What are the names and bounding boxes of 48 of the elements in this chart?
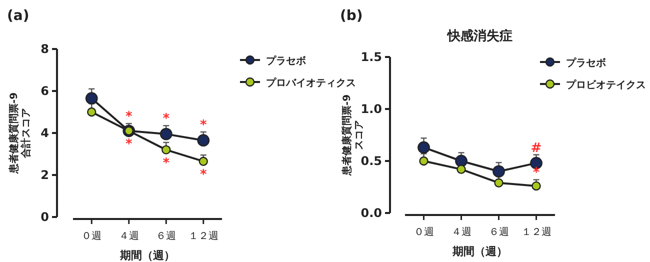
legend-label: プロビオテイクス [566,79,646,91]
text: (a) [7,8,30,24]
y-tick-label: 4 [40,126,49,140]
y-tick-label: 6 [40,84,49,98]
annotation: * [200,167,207,182]
x-tick-label: １２週 [521,227,552,238]
x-tick-label: ０週 [82,231,102,242]
annotation: * [532,166,540,181]
x-tick-label: ４週 [118,231,139,242]
text: (b) [340,8,363,24]
y-tick-label: 0.0 [360,206,382,220]
legend-label: プラセボ [266,55,306,67]
x-tick-label: ６週 [488,227,509,238]
x-tick-label: ６週 [156,231,176,242]
point [419,156,428,166]
x-axis-title: 期間（週） [452,245,508,258]
point [532,181,541,191]
x-tick-label: ４週 [451,227,472,238]
legend-label: プラセボ [566,57,606,69]
annotation: * [125,136,132,152]
point [418,141,430,154]
annotation: * [200,118,207,133]
annotation: # [530,140,542,156]
chart-title: 快感消失症 [446,28,512,44]
x-tick-label: ０週 [414,227,434,238]
y-tick-label: 8 [40,42,49,56]
annotation: * [162,112,170,127]
point [85,92,98,105]
y-tick-label: 0.5 [360,154,382,168]
point [198,156,208,166]
point [456,164,466,174]
point [455,154,468,168]
point [197,134,210,147]
y-tick-label: 1.5 [360,50,382,64]
annotation: * [162,156,170,171]
y-tick-label: 2 [40,168,49,182]
y-tick-label: 0 [40,210,49,224]
x-tick-label: １２週 [188,231,218,242]
point [492,165,505,178]
y-axis-title: 患者健康質問票-9 合計スコア [8,92,32,175]
annotation: * [125,110,132,125]
legend-label: プロバイオティクス [266,77,356,89]
y-tick-label: 1.0 [360,102,382,116]
point [162,145,171,154]
point [87,107,96,117]
point [160,128,172,140]
point [494,178,504,188]
x-axis-title: 期間（週） [119,249,175,262]
